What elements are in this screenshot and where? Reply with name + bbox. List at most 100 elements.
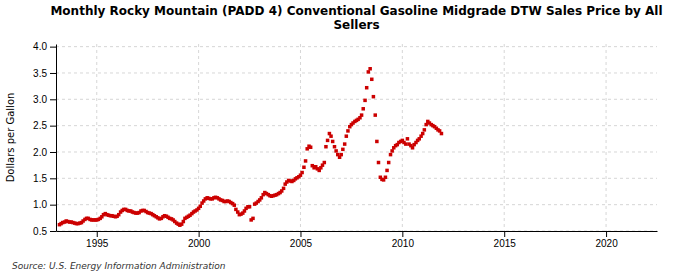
x-tick-label: 2005	[290, 238, 313, 249]
plot-area: 1995200020052010201520200.51.01.52.02.53…	[33, 41, 657, 249]
y-tick-mark	[50, 126, 56, 127]
point	[331, 140, 335, 144]
x-axis-line	[57, 231, 658, 232]
grid-line-y	[56, 231, 657, 232]
point	[341, 148, 345, 152]
y-tick-mark	[50, 99, 56, 100]
point	[309, 145, 313, 149]
x-tick: 2000	[188, 231, 211, 249]
point	[300, 171, 304, 175]
y-tick-label: 0.5	[33, 226, 47, 237]
x-tick-mark	[300, 231, 301, 237]
y-axis-title: Dollars per Gallon	[5, 93, 16, 183]
title-line: Monthly Rocky Mountain (PADD 4) Conventi…	[50, 4, 662, 18]
y-tick-label: 3.0	[33, 94, 47, 105]
annotation: Source: U.S. Energy Information Administ…	[12, 261, 226, 271]
x-tick-label: 2015	[494, 238, 517, 249]
point	[345, 134, 349, 138]
x-tick-label: 1995	[86, 238, 109, 249]
grid-line-x	[300, 44, 301, 231]
y-tick: 0.5	[33, 226, 56, 237]
point	[333, 145, 337, 149]
grid-line-x	[96, 44, 97, 231]
point	[282, 187, 286, 191]
y-tick: 2.0	[33, 147, 56, 158]
point	[251, 217, 255, 221]
x-tick-mark	[97, 231, 98, 237]
point	[323, 161, 327, 165]
y-tick-label: 4.0	[33, 41, 47, 52]
point	[373, 113, 377, 117]
grid-line-y	[56, 151, 657, 152]
point	[404, 142, 408, 146]
grid-line-y	[56, 99, 657, 100]
grid-line-x	[402, 44, 403, 231]
point	[406, 137, 410, 141]
point	[372, 95, 376, 99]
point	[343, 142, 347, 146]
point	[385, 169, 389, 173]
point	[260, 196, 264, 200]
point	[423, 128, 427, 132]
x-tick: 2010	[392, 231, 415, 249]
y-tick-mark	[50, 178, 56, 179]
point	[326, 139, 330, 143]
point	[390, 149, 394, 153]
x-tick-label: 2020	[595, 238, 618, 249]
x-tick-mark	[606, 231, 607, 237]
x-tick: 1995	[86, 231, 109, 249]
point	[248, 205, 252, 209]
y-tick-mark	[50, 231, 56, 232]
point	[389, 153, 393, 157]
point	[370, 78, 374, 82]
point	[384, 176, 388, 180]
point	[421, 132, 425, 136]
point	[233, 203, 237, 207]
point	[339, 153, 343, 157]
point	[360, 113, 364, 117]
point	[329, 134, 333, 138]
grid-line-x	[504, 44, 505, 231]
grid-line-y	[56, 125, 657, 126]
point	[411, 146, 415, 150]
point	[377, 161, 381, 165]
y-tick-label: 3.5	[33, 68, 47, 79]
chart-container: 1995200020052010201520200.51.01.52.02.53…	[0, 0, 675, 275]
chart-svg: 1995200020052010201520200.51.01.52.02.53…	[0, 0, 675, 275]
grid-line-y	[56, 46, 657, 47]
y-tick-mark	[50, 205, 56, 206]
point	[368, 67, 372, 71]
y-tick-mark	[50, 73, 56, 74]
points	[58, 67, 443, 227]
point	[375, 140, 379, 144]
x-axis: 1995 2000 2005 2010 2015 2020	[57, 231, 658, 249]
x-tick-mark	[402, 231, 403, 237]
x-tick: 2015	[494, 231, 517, 249]
point	[302, 166, 306, 170]
grid-line-x	[198, 44, 199, 231]
y-axis: 0.51.01.52.02.53.03.54.0	[33, 41, 56, 236]
y-tick-label: 2.0	[33, 147, 47, 158]
point	[182, 220, 186, 224]
y-tick: 4.0	[33, 41, 56, 52]
point	[334, 149, 338, 153]
point	[387, 161, 391, 165]
y-tick: 3.0	[33, 94, 56, 105]
y-tick-label: 1.5	[33, 173, 47, 184]
y-tick-mark	[50, 47, 56, 48]
y-tick-label: 2.5	[33, 120, 47, 131]
point	[198, 204, 202, 208]
y-tick: 3.5	[33, 68, 56, 79]
x-tick-label: 2000	[188, 238, 211, 249]
grid-line-y	[56, 204, 657, 205]
y-tick: 2.5	[33, 120, 56, 131]
point	[346, 129, 350, 133]
point	[324, 145, 328, 149]
x-tick-mark	[504, 231, 505, 237]
title: Monthly Rocky Mountain (PADD 4) Conventi…	[50, 4, 662, 32]
title-line: Sellers	[333, 18, 379, 32]
grid	[56, 44, 657, 231]
y-tick-mark	[50, 152, 56, 153]
grid-line-y	[56, 72, 657, 73]
x-tick-label: 2010	[392, 238, 415, 249]
